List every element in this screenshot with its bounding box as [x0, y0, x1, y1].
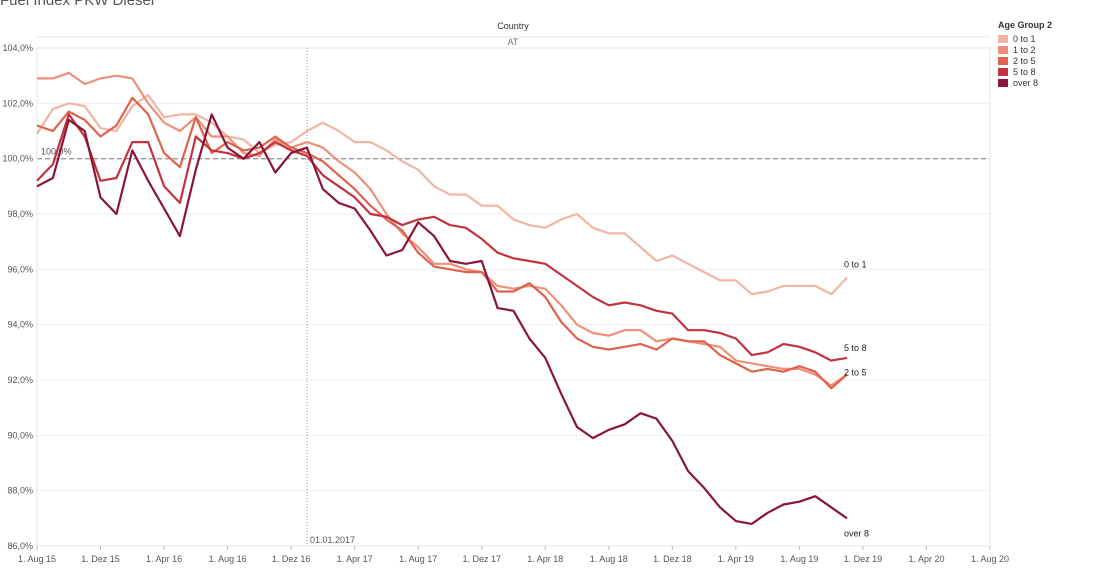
- y-tick-label: 92,0%: [7, 375, 33, 385]
- legend-swatch: [998, 56, 1008, 65]
- y-tick-label: 96,0%: [7, 264, 33, 274]
- series-line: [36, 113, 848, 525]
- series-end-label: 5 to 8: [844, 343, 867, 353]
- x-tick-label: 1. Aug 15: [18, 554, 56, 564]
- x-tick-label: 1. Dez 17: [462, 554, 501, 564]
- x-tick-label: 1. Apr 18: [527, 554, 563, 564]
- x-tick-label: 1. Aug 16: [209, 554, 247, 564]
- x-tick-label: 1. Apr 16: [146, 554, 182, 564]
- legend-item[interactable]: over 8: [998, 78, 1052, 89]
- x-tick-label: 1. Aug 17: [399, 554, 437, 564]
- x-tick-label: 1. Dez 15: [81, 554, 120, 564]
- legend-swatch: [998, 79, 1008, 88]
- x-tick-label: 1. Dez 19: [844, 554, 883, 564]
- x-tick-label: 1. Aug 20: [971, 554, 1009, 564]
- series-lines: [36, 71, 848, 525]
- page-title: Fuel Index PKW Diesel: [0, 0, 155, 9]
- y-tick-label: 94,0%: [7, 320, 33, 330]
- legend-item[interactable]: 0 to 1: [998, 33, 1052, 44]
- legend-item[interactable]: 2 to 5: [998, 55, 1052, 66]
- series-end-label: over 8: [844, 528, 869, 538]
- legend-label: 0 to 1: [1013, 33, 1036, 44]
- legend-item[interactable]: 5 to 8: [998, 67, 1052, 78]
- facet-label: Country: [497, 21, 529, 31]
- legend-swatch: [998, 68, 1008, 77]
- y-tick-label: 98,0%: [7, 209, 33, 219]
- legend-label: 1 to 2: [1013, 44, 1036, 55]
- y-tick-label: 102,0%: [2, 98, 33, 108]
- y-tick-label: 90,0%: [7, 430, 33, 440]
- series-line: [36, 113, 848, 362]
- legend-label: 2 to 5: [1013, 55, 1036, 66]
- facet-header: Country AT: [497, 21, 529, 47]
- series-end-label: 0 to 1: [844, 260, 867, 270]
- axes: 86,0% 88,0% 90,0% 92,0% 94,0% 96,0% 98,0% 100,0…: [2, 36, 1009, 564]
- legend-label: over 8: [1013, 78, 1039, 89]
- legend-item[interactable]: 1 to 2: [998, 44, 1052, 55]
- legend-swatch: [998, 45, 1008, 54]
- series-line: [37, 71, 848, 387]
- legend-swatch: [998, 34, 1008, 43]
- x-tick-label: 1. Dez 16: [272, 554, 311, 564]
- x-tick-label: 1. Apr 20: [908, 554, 944, 564]
- x-tick-label: 1. Apr 19: [718, 554, 754, 564]
- plot-frame: [36, 47, 991, 547]
- y-tick-label: 86,0%: [7, 541, 33, 551]
- series-line: [36, 96, 848, 390]
- x-tick-label: 1. Dez 18: [653, 554, 692, 564]
- facet-value: AT: [508, 37, 519, 47]
- x-tick-label: 1. Apr 17: [337, 554, 373, 564]
- date-marker-label: 01.01.2017: [310, 535, 355, 545]
- gridlines: 100,0%01.01.2017: [37, 47, 990, 547]
- end-labels: 0 to 1 2 to 5 5 to 8 over 8: [844, 260, 869, 539]
- legend-label: 5 to 8: [1013, 67, 1036, 78]
- x-tick-label: 1. Aug 19: [780, 554, 818, 564]
- x-tick-label: 1. Aug 18: [590, 554, 628, 564]
- series-line: [36, 93, 848, 296]
- y-tick-label: 100,0%: [2, 154, 33, 164]
- y-tick-label: 88,0%: [7, 486, 33, 496]
- y-tick-label: 104,0%: [2, 43, 33, 53]
- series-end-label: 2 to 5: [844, 367, 867, 377]
- legend-title: Age Group 2: [998, 20, 1053, 30]
